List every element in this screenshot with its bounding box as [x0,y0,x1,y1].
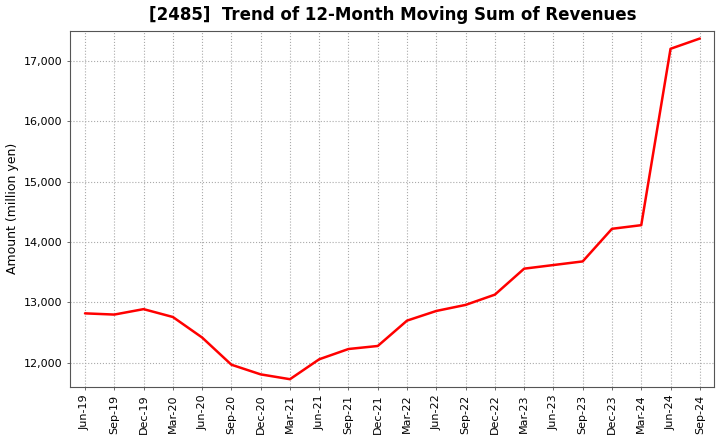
Title: [2485]  Trend of 12-Month Moving Sum of Revenues: [2485] Trend of 12-Month Moving Sum of R… [148,6,636,24]
Y-axis label: Amount (million yen): Amount (million yen) [6,143,19,275]
